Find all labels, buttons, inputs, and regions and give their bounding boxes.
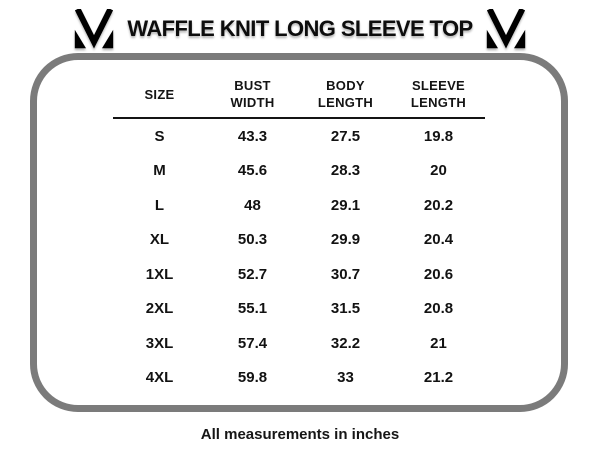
column-header-sleeve: SLEEVE LENGTH	[410, 78, 467, 110]
size-cell: L	[154, 196, 165, 214]
size-table: SIZE BUST WIDTH BODY LENGTH SLEEVE LENGT…	[113, 73, 485, 395]
bust-cell: 43.3	[237, 127, 268, 145]
sleeve-cell: 20.2	[423, 196, 454, 214]
size-cell: M	[153, 162, 166, 180]
body-cell: 33	[337, 369, 354, 387]
size-cell: 3XL	[145, 334, 174, 352]
sleeve-cell: 20	[430, 162, 447, 180]
size-cell: 2XL	[145, 300, 174, 318]
bust-cell: 59.8	[237, 369, 268, 387]
sleeve-cell: 20.8	[423, 300, 454, 318]
table-row: L 48 29.1 20.2	[113, 188, 485, 223]
table-row: M 45.6 28.3 20	[113, 154, 485, 189]
table-row: 4XL 59.8 33 21.2	[113, 361, 485, 396]
bust-cell: 50.3	[237, 231, 268, 249]
column-header-bust: BUST WIDTH	[230, 78, 275, 110]
size-cell: S	[154, 127, 165, 145]
body-cell: 27.5	[330, 127, 361, 145]
bust-cell: 57.4	[237, 334, 268, 352]
column-header-body: BODY LENGTH	[317, 78, 374, 110]
sleeve-cell: 21	[430, 334, 447, 352]
sleeve-cell: 19.8	[423, 127, 454, 145]
sleeve-cell: 20.6	[423, 265, 454, 283]
table-body: S 43.3 27.5 19.8 M 45.6 28.3 20 L 48 29.…	[113, 119, 485, 395]
sleeve-cell: 20.4	[423, 231, 454, 249]
size-cell: XL	[149, 231, 170, 249]
size-chart-panel: SIZE BUST WIDTH BODY LENGTH SLEEVE LENGT…	[30, 53, 568, 412]
bust-cell: 45.6	[237, 162, 268, 180]
body-cell: 29.9	[330, 231, 361, 249]
body-cell: 31.5	[330, 300, 361, 318]
column-header-size: SIZE	[144, 86, 175, 102]
header: WAFFLE KNIT LONG SLEEVE TOP	[0, 6, 600, 52]
footer: All measurements in inches	[0, 426, 600, 443]
body-cell: 32.2	[330, 334, 361, 352]
table-header-row: SIZE BUST WIDTH BODY LENGTH SLEEVE LENGT…	[113, 73, 485, 115]
brand-logo-left-icon	[75, 9, 114, 49]
sleeve-cell: 21.2	[423, 369, 454, 387]
table-row: 2XL 55.1 31.5 20.8	[113, 292, 485, 327]
table-row: 1XL 52.7 30.7 20.6	[113, 257, 485, 292]
body-cell: 29.1	[330, 196, 361, 214]
header-divider	[113, 117, 485, 119]
size-cell: 1XL	[145, 265, 174, 283]
table-row: S 43.3 27.5 19.8	[113, 119, 485, 154]
body-cell: 28.3	[330, 162, 361, 180]
brand-logo-right-icon	[486, 9, 525, 49]
page-title: WAFFLE KNIT LONG SLEEVE TOP	[127, 16, 473, 41]
body-cell: 30.7	[330, 265, 361, 283]
size-cell: 4XL	[145, 369, 174, 387]
table-row: 3XL 57.4 32.2 21	[113, 326, 485, 361]
bust-cell: 52.7	[237, 265, 268, 283]
bust-cell: 48	[244, 196, 261, 214]
table-row: XL 50.3 29.9 20.4	[113, 223, 485, 258]
measurements-note: All measurements in inches	[200, 426, 400, 443]
bust-cell: 55.1	[237, 300, 268, 318]
